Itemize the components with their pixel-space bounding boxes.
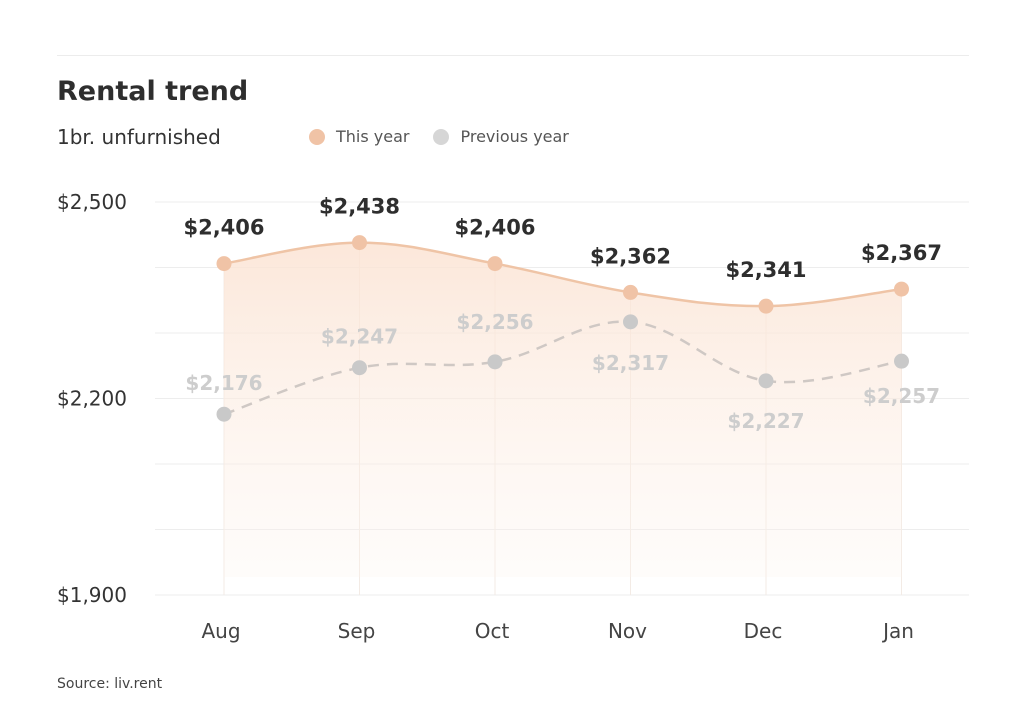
point-layer: [216, 235, 909, 422]
previous-year-point: [758, 373, 774, 389]
this-year-point: [487, 256, 503, 272]
x-axis-tick-label: Jan: [881, 619, 914, 643]
previous-year-data-label: $2,256: [456, 310, 533, 334]
legend-item-previous-year[interactable]: Previous year: [433, 127, 569, 146]
previous-year-point: [216, 406, 232, 422]
previous-year-line: [223, 320, 902, 416]
this-year-data-label: $2,406: [454, 216, 535, 240]
top-divider: [57, 55, 969, 56]
previous-year-point: [487, 354, 503, 370]
previous-year-point: [623, 314, 638, 330]
this-year-area: [224, 242, 902, 578]
this-year-line: [223, 241, 902, 308]
this-year-data-label: $2,406: [183, 216, 264, 240]
legend-item-this-year[interactable]: This year: [309, 127, 409, 146]
line-layer: [223, 241, 902, 416]
this-year-data-label: $2,341: [725, 258, 806, 282]
legend-label-previous-year: Previous year: [460, 127, 569, 146]
previous-year-data-label: $2,257: [863, 384, 940, 408]
this-year-point: [216, 256, 232, 272]
previous-year-data-label: $2,317: [592, 351, 669, 375]
legend-swatch-previous-year: [433, 128, 450, 145]
y-axis-tick-label: $2,500: [57, 190, 127, 214]
chart-subtitle: 1br. unfurnished: [57, 125, 221, 149]
x-axis-tick-label: Sep: [338, 619, 376, 643]
previous-year-point: [894, 353, 909, 369]
legend-label-this-year: This year: [336, 127, 410, 146]
x-axis-tick-label: Aug: [201, 619, 240, 643]
previous-year-point: [352, 360, 367, 376]
axis-labels: $2,500 $2,200 $1,900 Aug Sep Oct Nov Dec Jan: [57, 190, 914, 643]
label-layer: $2,406 $2,438 $2,406 $2,362 $2,341 $2,367 $2,1…: [183, 195, 942, 433]
y-axis-tick-label: $2,200: [57, 387, 127, 411]
x-axis-tick-label: Oct: [475, 619, 510, 643]
x-axis-tick-label: Nov: [608, 619, 647, 643]
this-year-data-label: $2,367: [861, 241, 942, 265]
y-axis-tick-label: $1,900: [57, 583, 127, 607]
this-year-point: [894, 281, 909, 297]
previous-year-data-label: $2,227: [727, 409, 804, 433]
legend-swatch-this-year: [309, 128, 325, 145]
this-year-point: [758, 298, 774, 314]
this-year-data-label: $2,362: [590, 244, 671, 268]
this-year-point: [623, 284, 638, 300]
chart-legend: This year Previous year: [309, 127, 593, 146]
chart-title: Rental trend: [57, 76, 249, 107]
x-axis-tick-label: Dec: [744, 619, 783, 643]
previous-year-data-label: $2,176: [185, 371, 262, 395]
this-year-data-label: $2,438: [319, 195, 400, 219]
this-year-point: [352, 235, 367, 251]
source-note: Source: liv.rent: [57, 676, 163, 692]
area-layer: [224, 242, 902, 578]
previous-year-data-label: $2,247: [321, 325, 398, 349]
